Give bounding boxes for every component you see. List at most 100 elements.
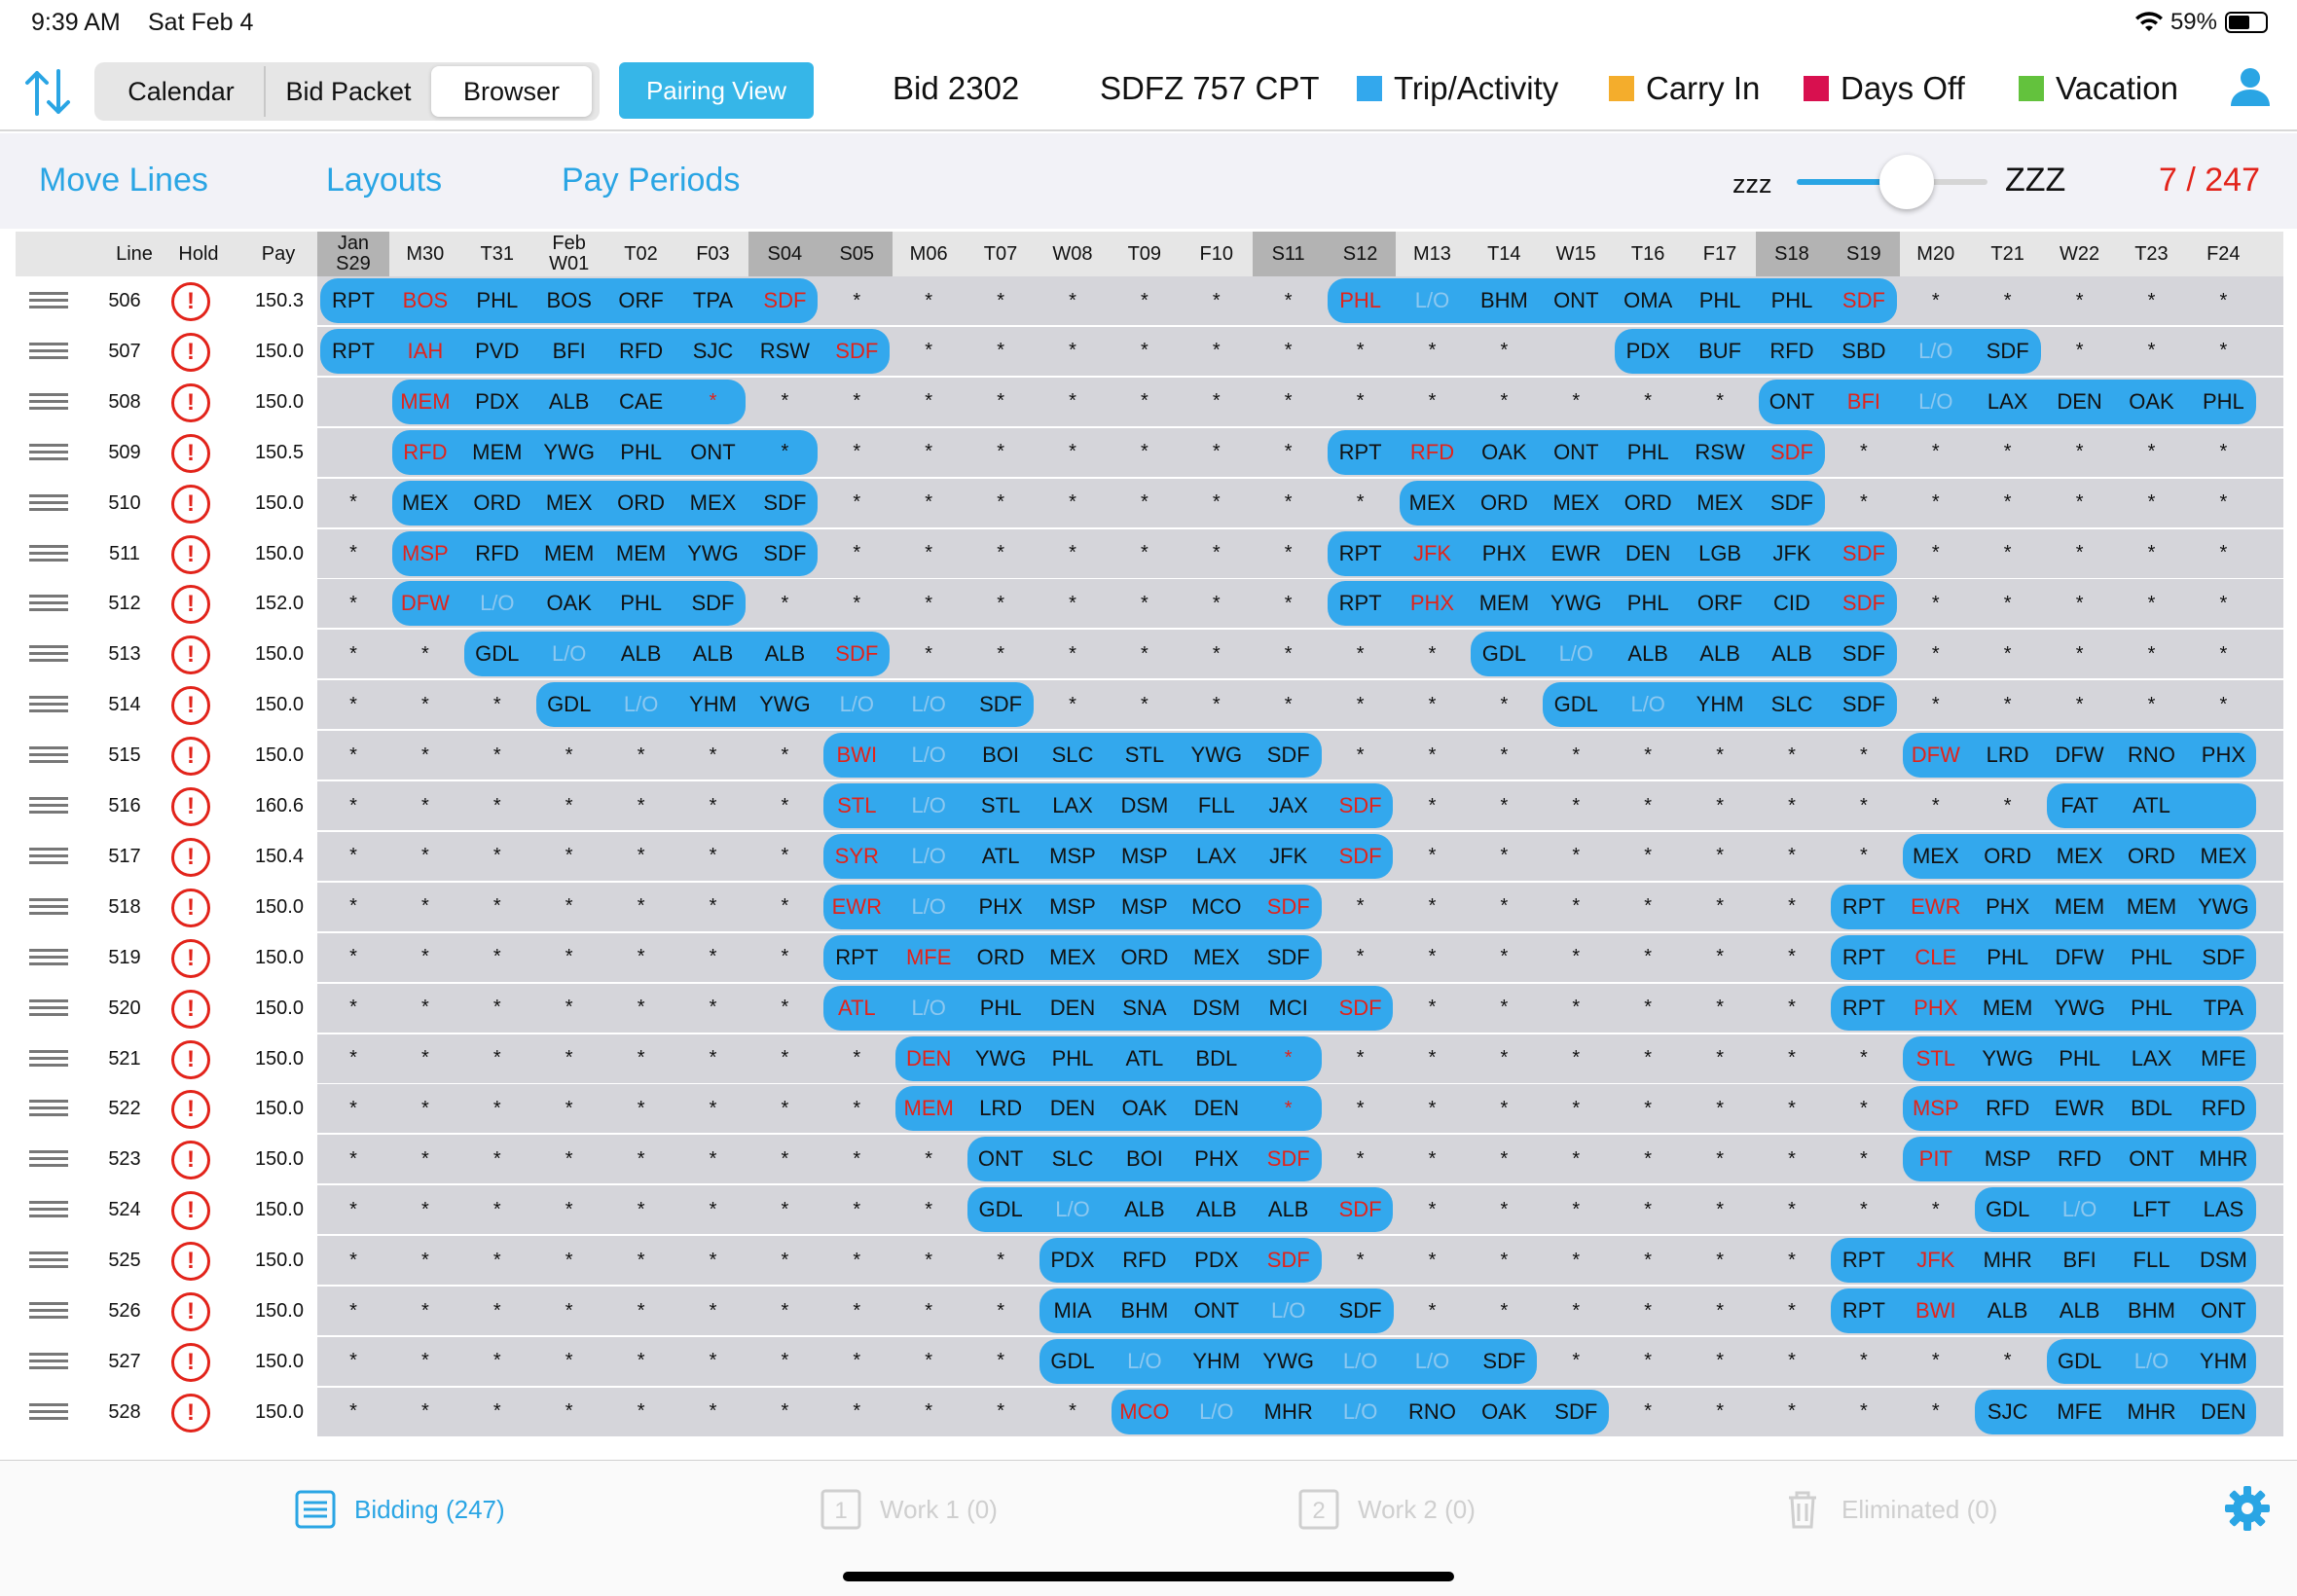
- day-cell[interactable]: *: [2003, 542, 2012, 563]
- hold-alert-icon[interactable]: !: [171, 635, 210, 675]
- day-cell[interactable]: *: [1284, 1047, 1293, 1069]
- day-cell[interactable]: L/O: [1630, 692, 1665, 717]
- drag-handle-icon[interactable]: [29, 948, 68, 968]
- day-cell[interactable]: SDF: [2202, 944, 2245, 969]
- day-cell[interactable]: *: [1644, 390, 1653, 413]
- line-row[interactable]: 528! 150.0 * * * * * * * * * * * MCO L/O MHR L/O RNO OAK SD…: [16, 1387, 2283, 1438]
- day-cell[interactable]: *: [349, 1097, 357, 1119]
- day-cell[interactable]: *: [637, 895, 645, 918]
- day-cell[interactable]: *: [997, 1400, 1004, 1423]
- day-cell[interactable]: ALB: [1267, 1197, 1309, 1222]
- day-cell[interactable]: *: [709, 845, 717, 867]
- day-cell[interactable]: DFW: [2055, 944, 2104, 969]
- day-cell[interactable]: L/O: [480, 591, 515, 616]
- day-cell[interactable]: RPT: [1841, 1298, 1885, 1323]
- day-cell[interactable]: *: [1212, 390, 1221, 413]
- day-cell[interactable]: *: [1069, 491, 1076, 514]
- drag-handle-icon[interactable]: [29, 696, 68, 715]
- hold-alert-icon[interactable]: !: [171, 1191, 210, 1231]
- line-row[interactable]: 506! 150.3 RPT BOS PHL BOS ORF TPA SDF * * * * * * * PHL…: [16, 276, 2283, 327]
- day-cell[interactable]: *: [1644, 895, 1653, 918]
- day-cell[interactable]: PHL: [2131, 944, 2172, 969]
- day-cell[interactable]: L/O: [2133, 1348, 2169, 1373]
- day-cell[interactable]: GDL: [978, 1197, 1023, 1222]
- drag-handle-icon[interactable]: [29, 292, 68, 311]
- day-cell[interactable]: SDF: [1266, 743, 1310, 768]
- day-cell[interactable]: *: [1572, 1097, 1581, 1119]
- day-cell[interactable]: *: [1644, 1147, 1653, 1170]
- day-cell[interactable]: ONT: [1553, 439, 1599, 464]
- day-cell[interactable]: *: [853, 542, 861, 563]
- trip-bar[interactable]: [1039, 1238, 1322, 1284]
- day-cell[interactable]: MEX: [1912, 843, 1959, 868]
- day-cell[interactable]: SJC: [692, 338, 734, 363]
- day-cell[interactable]: PHL: [620, 439, 662, 464]
- day-cell[interactable]: *: [349, 997, 357, 1019]
- hold-alert-icon[interactable]: !: [171, 837, 210, 877]
- day-cell[interactable]: *: [349, 744, 357, 766]
- day-cell[interactable]: *: [2003, 693, 2012, 715]
- day-cell[interactable]: PHL: [1339, 288, 1381, 312]
- day-cell[interactable]: *: [349, 592, 357, 614]
- day-cell[interactable]: *: [1931, 1198, 1940, 1220]
- day-cell[interactable]: *: [637, 794, 645, 816]
- day-cell[interactable]: *: [1572, 1198, 1581, 1220]
- day-cell[interactable]: *: [1284, 642, 1293, 665]
- day-cell[interactable]: *: [925, 441, 933, 463]
- day-cell[interactable]: DEN: [1193, 1096, 1240, 1121]
- hold-alert-icon[interactable]: !: [171, 1393, 210, 1433]
- day-cell[interactable]: *: [1500, 1198, 1509, 1220]
- day-cell[interactable]: *: [2003, 794, 2012, 816]
- day-cell[interactable]: *: [1500, 744, 1509, 766]
- day-cell[interactable]: SDF: [1841, 288, 1885, 312]
- day-cell[interactable]: *: [1572, 1350, 1581, 1372]
- segment-bid-packet[interactable]: Bid Packet: [264, 66, 431, 117]
- day-cell[interactable]: *: [1788, 895, 1796, 918]
- day-cell[interactable]: *: [1644, 744, 1653, 766]
- day-cell[interactable]: ATL: [981, 843, 1020, 868]
- trip-bar[interactable]: [391, 429, 819, 475]
- day-cell[interactable]: BDL: [2131, 1096, 2172, 1121]
- day-cell[interactable]: *: [781, 1097, 789, 1119]
- day-cell[interactable]: *: [1500, 845, 1509, 867]
- hold-alert-icon[interactable]: !: [171, 382, 210, 422]
- day-cell[interactable]: MSP: [1912, 1096, 1959, 1121]
- day-cell[interactable]: DEN: [1049, 995, 1096, 1020]
- day-cell[interactable]: *: [1572, 895, 1581, 918]
- day-cell[interactable]: L/O: [1342, 1398, 1378, 1424]
- day-cell[interactable]: *: [925, 542, 933, 563]
- day-cell[interactable]: *: [709, 1350, 717, 1372]
- trip-bar[interactable]: [1902, 1137, 2257, 1182]
- day-cell[interactable]: BOI: [1125, 1146, 1163, 1172]
- day-cell[interactable]: SDF: [1338, 793, 1382, 817]
- day-cell[interactable]: MEX: [1696, 490, 1743, 515]
- hold-alert-icon[interactable]: !: [171, 282, 210, 321]
- trip-bar[interactable]: [1327, 278, 1897, 323]
- day-cell[interactable]: *: [709, 946, 717, 968]
- day-cell[interactable]: *: [1428, 1198, 1437, 1220]
- day-cell[interactable]: MFE: [2201, 1045, 2246, 1070]
- day-cell[interactable]: *: [1931, 1350, 1940, 1372]
- day-cell[interactable]: *: [925, 340, 933, 362]
- day-cell[interactable]: *: [1428, 390, 1437, 413]
- day-cell[interactable]: PHL: [1626, 439, 1669, 464]
- day-cell[interactable]: MSP: [402, 540, 449, 565]
- day-cell[interactable]: *: [1716, 1097, 1724, 1119]
- day-cell[interactable]: SJC: [1987, 1398, 2028, 1424]
- line-row[interactable]: 519! 150.0 * * * * * * * RPT MFE ORD MEX ORD MEX SDF * * *…: [16, 932, 2283, 984]
- day-cell[interactable]: *: [1212, 340, 1221, 362]
- day-cell[interactable]: *: [1931, 642, 1940, 665]
- day-cell[interactable]: RFD: [2201, 1096, 2245, 1121]
- drag-handle-icon[interactable]: [29, 1150, 68, 1170]
- line-row[interactable]: 526! 150.0 * * * * * * * * * * MIA BHM ONT L/O SDF * * * * * *…: [16, 1287, 2283, 1337]
- day-cell[interactable]: *: [1356, 1147, 1365, 1170]
- day-cell[interactable]: [1540, 327, 1612, 376]
- day-cell[interactable]: MIA: [1053, 1298, 1092, 1323]
- day-cell[interactable]: L/O: [1918, 388, 1953, 414]
- day-cell[interactable]: LAX: [1987, 388, 2028, 414]
- day-cell[interactable]: BHM: [1479, 288, 1528, 312]
- day-cell[interactable]: *: [1428, 744, 1437, 766]
- day-cell[interactable]: *: [637, 1047, 645, 1069]
- day-cell[interactable]: *: [1356, 946, 1365, 968]
- day-cell[interactable]: PHL: [1770, 288, 1813, 312]
